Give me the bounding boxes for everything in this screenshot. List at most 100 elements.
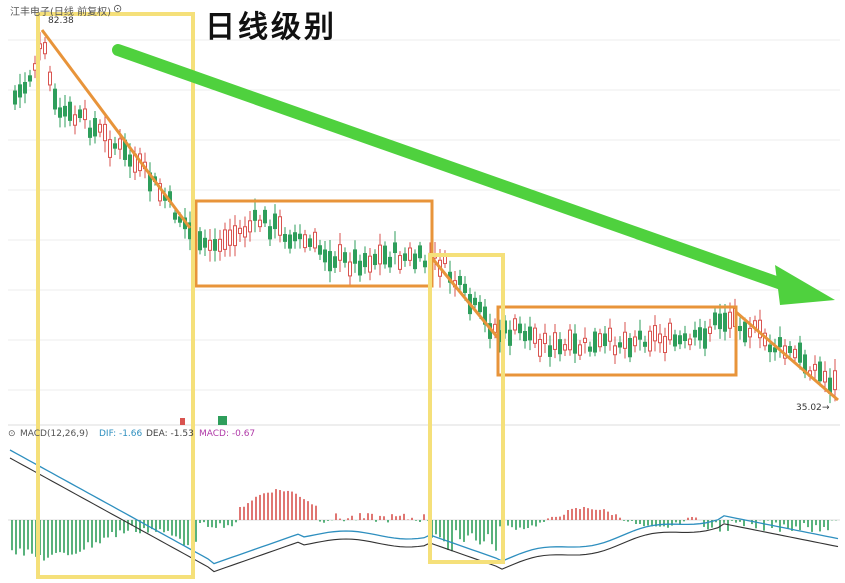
candle	[18, 84, 22, 98]
macd-histogram	[8, 489, 840, 561]
candle	[738, 325, 742, 332]
candle	[578, 344, 582, 356]
candle	[403, 253, 407, 261]
candle	[338, 244, 342, 261]
candle	[728, 311, 732, 329]
candle	[308, 238, 312, 247]
candle	[568, 329, 572, 351]
marker-red	[180, 418, 185, 425]
candle	[823, 370, 827, 383]
macd-lines	[9, 449, 839, 573]
candle	[703, 328, 707, 349]
candle	[298, 233, 302, 240]
candle	[478, 301, 482, 313]
trend-line-3	[735, 310, 839, 402]
candle	[768, 344, 772, 353]
candle	[793, 348, 797, 359]
candle	[103, 123, 107, 142]
candle	[263, 209, 267, 224]
candle	[288, 234, 292, 249]
macd-dea-label: DEA: -1.53	[146, 429, 194, 439]
trend-line-2	[430, 257, 500, 339]
candle	[43, 42, 47, 55]
candle	[328, 251, 332, 272]
candle	[98, 123, 102, 133]
candle	[393, 242, 397, 254]
candle	[28, 75, 32, 82]
candle	[88, 127, 92, 138]
highlight-box-2	[428, 253, 505, 564]
candle	[758, 319, 762, 339]
candle	[378, 244, 382, 265]
candle	[523, 330, 527, 342]
candle	[233, 225, 237, 247]
candle	[583, 337, 587, 344]
candle	[818, 361, 822, 382]
macd-icon[interactable]: ⊙	[8, 429, 16, 439]
candle	[548, 345, 552, 357]
candle	[463, 283, 467, 293]
candle	[93, 118, 97, 137]
consolidation-box-1	[194, 199, 434, 288]
stock-label: 江丰电子(日线 前复权)	[10, 7, 111, 18]
candle	[208, 239, 212, 251]
candle	[368, 255, 372, 273]
candle	[278, 216, 282, 236]
candle	[423, 260, 427, 268]
low-price-label: 35.02	[796, 403, 822, 413]
candle	[708, 326, 712, 334]
candle	[563, 344, 567, 351]
candle	[78, 109, 82, 119]
candle	[538, 338, 542, 357]
candle	[653, 325, 657, 342]
candle	[58, 107, 62, 118]
candle	[128, 154, 132, 167]
candle	[698, 327, 702, 341]
candle	[693, 329, 697, 338]
candle	[343, 252, 347, 263]
candle	[118, 138, 122, 150]
highlight-box-1	[36, 12, 195, 579]
candle	[663, 336, 667, 354]
candle	[13, 90, 17, 105]
candle	[218, 238, 222, 252]
candle	[283, 234, 287, 242]
candle	[268, 226, 272, 240]
candle	[543, 332, 547, 345]
candle	[213, 239, 217, 251]
candle	[513, 318, 517, 331]
candle	[508, 329, 512, 346]
chart-title: 日线级别	[205, 10, 337, 45]
candle	[23, 81, 27, 94]
settings-icon[interactable]: ⊙	[113, 2, 123, 15]
candle	[473, 297, 477, 306]
candle	[648, 330, 652, 352]
candle	[388, 256, 392, 268]
candle	[603, 333, 607, 347]
candle	[713, 312, 717, 326]
trend-line-1	[40, 29, 192, 229]
candle	[798, 342, 802, 363]
candle	[363, 253, 367, 268]
candle	[813, 363, 817, 371]
candle	[678, 335, 682, 345]
candle	[113, 143, 117, 149]
candle	[243, 226, 247, 238]
candle	[553, 332, 557, 350]
candle	[238, 227, 242, 235]
annotations	[36, 12, 839, 579]
candle	[173, 212, 177, 220]
candle	[833, 370, 837, 391]
candle	[348, 261, 352, 277]
candle	[318, 245, 322, 255]
candle	[748, 327, 752, 338]
macd-label: MACD(12,26,9)	[20, 429, 89, 439]
candle	[688, 338, 692, 346]
candle	[718, 313, 722, 330]
candle	[83, 108, 87, 121]
candle	[558, 339, 562, 355]
candle	[373, 253, 377, 266]
candle	[408, 247, 412, 261]
candle	[258, 219, 262, 228]
